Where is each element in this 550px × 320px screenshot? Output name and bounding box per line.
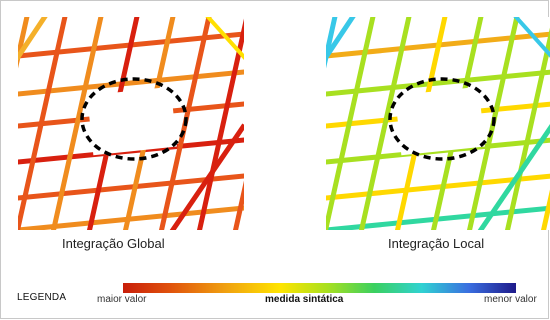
dashed-ellipse-marker xyxy=(80,77,188,161)
legend-color-scale xyxy=(123,283,516,293)
dashed-ellipse-marker xyxy=(388,77,496,161)
street-vertical xyxy=(18,17,68,230)
global-street-network xyxy=(18,17,244,230)
street-vertical xyxy=(326,17,338,69)
street-diagonal xyxy=(326,17,356,61)
local-street-network xyxy=(326,17,550,230)
legend-title: LEGENDA xyxy=(17,292,67,303)
street-vertical xyxy=(326,17,376,230)
central-open-area xyxy=(395,86,485,156)
street-diagonal xyxy=(205,17,244,60)
central-open-area xyxy=(87,86,177,156)
legend-measure-label: medida sintática xyxy=(265,294,344,305)
legend-max-label: maior valor xyxy=(97,294,147,305)
legend-min-label: menor valor xyxy=(484,294,537,305)
local-integration-map xyxy=(326,17,550,230)
street-diagonal xyxy=(477,124,550,230)
street-horizontal xyxy=(18,205,244,230)
global-integration-map xyxy=(18,17,244,230)
street-vertical xyxy=(18,17,30,69)
street-vertical xyxy=(50,17,104,230)
street-diagonal xyxy=(18,17,48,61)
street-diagonal xyxy=(169,123,244,230)
local-integration-caption: Integração Local xyxy=(388,236,485,251)
global-integration-caption: Integração Global xyxy=(62,236,165,251)
street-horizontal xyxy=(326,205,550,230)
street-vertical xyxy=(358,17,412,230)
street-vertical xyxy=(232,180,244,230)
street-diagonal xyxy=(513,17,550,58)
